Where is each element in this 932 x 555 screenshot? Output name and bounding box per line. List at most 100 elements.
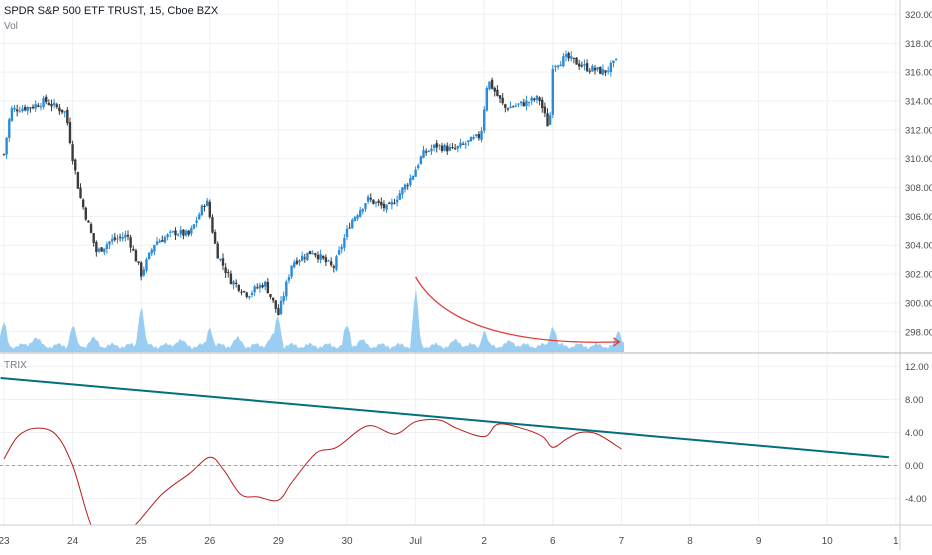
x-tick-label: Jul (409, 536, 422, 547)
candle-body (488, 81, 491, 90)
candle-body (190, 228, 193, 234)
x-tick-label: 2 (481, 536, 487, 547)
candle-body (345, 228, 349, 238)
candle-body (327, 260, 330, 262)
x-tick-label: 7 (619, 536, 625, 547)
candle-body (79, 187, 82, 199)
candle-body (422, 149, 425, 158)
candle-body (377, 200, 380, 203)
candle-body (227, 272, 230, 274)
annotation-layer (415, 276, 621, 347)
candle-body (541, 99, 544, 109)
candle-body (211, 217, 214, 233)
candle-body (63, 111, 66, 113)
candle-body (385, 204, 388, 210)
candle-body (208, 201, 211, 218)
candle-body (174, 230, 177, 236)
candle-body (145, 259, 148, 271)
candle-body (37, 105, 40, 107)
candle-body (509, 106, 512, 109)
x-tick-label: 6 (550, 536, 556, 547)
candle-body (55, 104, 58, 108)
candle-body (155, 241, 159, 245)
candle-body (100, 247, 103, 252)
candle-body (113, 237, 117, 240)
candle-body (237, 284, 241, 291)
trix-layer (0, 376, 900, 525)
candle-body (395, 199, 399, 203)
candle-body (535, 95, 539, 100)
candle-body (105, 244, 109, 249)
candle-body (498, 95, 502, 99)
candle-body (364, 203, 367, 209)
candle-body (15, 109, 19, 112)
candle-body (517, 103, 520, 105)
price-tick-label: 318.00 (905, 39, 932, 50)
candle-body (126, 234, 130, 237)
candle-body (68, 122, 72, 144)
candle-body (198, 214, 201, 220)
candle-body (496, 89, 499, 96)
candle-body (147, 252, 151, 260)
candle-body (353, 217, 357, 221)
candle-body (446, 145, 449, 152)
trix-tick-label: -4.00 (905, 494, 927, 505)
candle-body (26, 106, 29, 111)
candle-body (66, 109, 69, 124)
candle-body (277, 308, 280, 316)
candle-body (467, 140, 470, 143)
candle-body (406, 185, 409, 187)
x-tick-label: 24 (67, 536, 79, 547)
candle-body (29, 107, 32, 109)
candle-body (232, 281, 235, 285)
candle-body (525, 100, 528, 107)
candle-body (564, 54, 568, 57)
candle-body (424, 151, 428, 153)
candle-body (570, 56, 573, 59)
candle-body (287, 277, 291, 281)
candle-body (340, 246, 343, 250)
candle-body (398, 193, 401, 200)
candle-body (567, 52, 570, 59)
candle-body (414, 169, 417, 177)
candle-body (543, 106, 547, 114)
candle-body (158, 240, 161, 243)
candle-body (269, 294, 272, 297)
candle-body (588, 70, 591, 72)
candle-body (440, 145, 444, 151)
candle-body (435, 143, 438, 148)
price-tick-label: 312.00 (905, 125, 932, 136)
candle-body (316, 254, 320, 260)
trix-trend-line (0, 376, 890, 459)
candle-body (343, 238, 346, 248)
candle-body (401, 187, 404, 195)
candle-body (506, 108, 510, 110)
candle-body (348, 227, 351, 229)
candle-body (551, 68, 554, 115)
price-tick-label: 310.00 (905, 154, 932, 165)
candle-body (52, 102, 56, 106)
price-tick-label: 316.00 (905, 68, 932, 79)
candle-body (274, 300, 277, 309)
candle-body (607, 70, 610, 72)
candle-body (430, 148, 433, 152)
candle-body (169, 231, 172, 233)
candle-body (382, 203, 386, 208)
candle-body (306, 252, 309, 261)
candle-body (76, 172, 80, 189)
candle-body (358, 210, 362, 217)
candle-body (453, 148, 457, 150)
candle-body (47, 103, 51, 105)
candle-body (554, 66, 557, 68)
chart-title: SPDR S&P 500 ETF TRUST, 15, Cboe BZX (4, 5, 219, 17)
candle-body (351, 219, 354, 229)
candle-body (580, 65, 584, 67)
candle-body (271, 297, 275, 301)
x-tick-label: 26 (204, 536, 216, 547)
candle-body (519, 101, 523, 104)
price-tick-label: 306.00 (905, 212, 932, 223)
candle-body (108, 241, 111, 245)
candle-body (614, 58, 618, 60)
